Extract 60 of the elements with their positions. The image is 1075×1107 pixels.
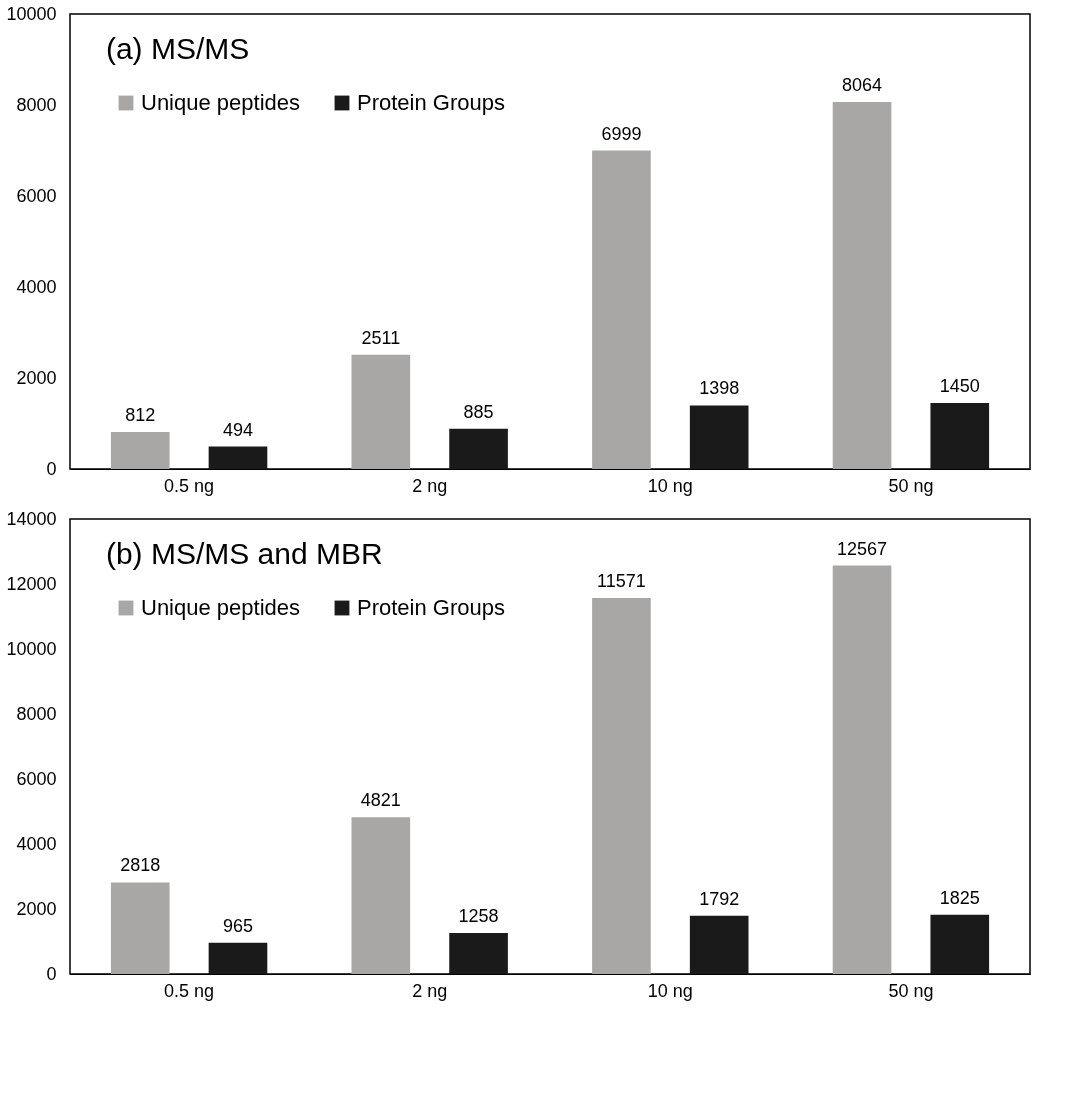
data-label: 1398 xyxy=(699,378,740,399)
data-label: 1450 xyxy=(939,376,980,397)
data-label: 1825 xyxy=(939,887,980,908)
y-tick-label: 4000 xyxy=(16,833,57,854)
data-label: 965 xyxy=(222,915,253,936)
bar xyxy=(449,428,508,469)
text: (a) MS/MS xyxy=(105,32,250,65)
bar xyxy=(592,597,651,974)
x-tick-label: 2 ng xyxy=(412,980,448,1001)
bar xyxy=(208,446,268,469)
x-tick-label: 10 ng xyxy=(647,980,693,1001)
bar xyxy=(930,403,990,469)
y-tick-label: 0 xyxy=(46,458,57,479)
y-tick-label: 10000 xyxy=(6,3,57,24)
text: (b) MS/MS and MBR xyxy=(105,537,383,570)
y-tick-label: 10000 xyxy=(6,638,57,659)
data-label: 1258 xyxy=(458,906,499,927)
y-tick-label: 4000 xyxy=(16,276,57,297)
y-tick-label: 6000 xyxy=(16,185,57,206)
bar xyxy=(689,405,749,469)
bar xyxy=(592,150,651,469)
bar xyxy=(110,882,170,974)
y-tick-label: 12000 xyxy=(6,573,57,594)
x-tick-label: 50 ng xyxy=(888,475,934,496)
data-label: 1792 xyxy=(699,888,740,909)
bar xyxy=(110,432,170,469)
y-tick-label: 14000 xyxy=(6,508,57,529)
y-tick-label: 0 xyxy=(46,963,57,984)
data-label: 6999 xyxy=(601,123,642,144)
y-tick-label: 8000 xyxy=(16,703,57,724)
y-tick-label: 2000 xyxy=(16,367,57,388)
bar xyxy=(351,354,411,469)
x-tick-label: 0.5 ng xyxy=(164,475,215,496)
legend-label: Unique peptides xyxy=(141,90,301,115)
data-label: 11571 xyxy=(597,570,646,591)
y-tick-label: 8000 xyxy=(16,94,57,115)
y-tick-label: 6000 xyxy=(16,768,57,789)
data-label: 12567 xyxy=(837,538,888,559)
data-label: 494 xyxy=(222,419,253,440)
bar xyxy=(208,942,268,974)
x-tick-label: 0.5 ng xyxy=(164,980,215,1001)
data-label: 885 xyxy=(463,401,494,422)
bar xyxy=(351,817,411,974)
x-tick-label: 50 ng xyxy=(888,980,934,1001)
data-label: 2818 xyxy=(120,855,161,876)
x-tick-label: 10 ng xyxy=(647,475,693,496)
legend-label: Protein Groups xyxy=(357,595,505,620)
legend-label: Unique peptides xyxy=(141,595,301,620)
bar xyxy=(832,102,892,469)
data-label: 4821 xyxy=(360,790,401,811)
bar xyxy=(832,565,892,974)
data-label: 812 xyxy=(125,405,156,426)
y-tick-label: 2000 xyxy=(16,898,57,919)
bar xyxy=(689,915,749,974)
data-label: 8064 xyxy=(842,75,883,96)
data-label: 2511 xyxy=(361,327,401,348)
x-tick-label: 2 ng xyxy=(412,475,448,496)
bar xyxy=(449,933,508,974)
legend-label: Protein Groups xyxy=(357,90,505,115)
bar xyxy=(930,914,990,974)
